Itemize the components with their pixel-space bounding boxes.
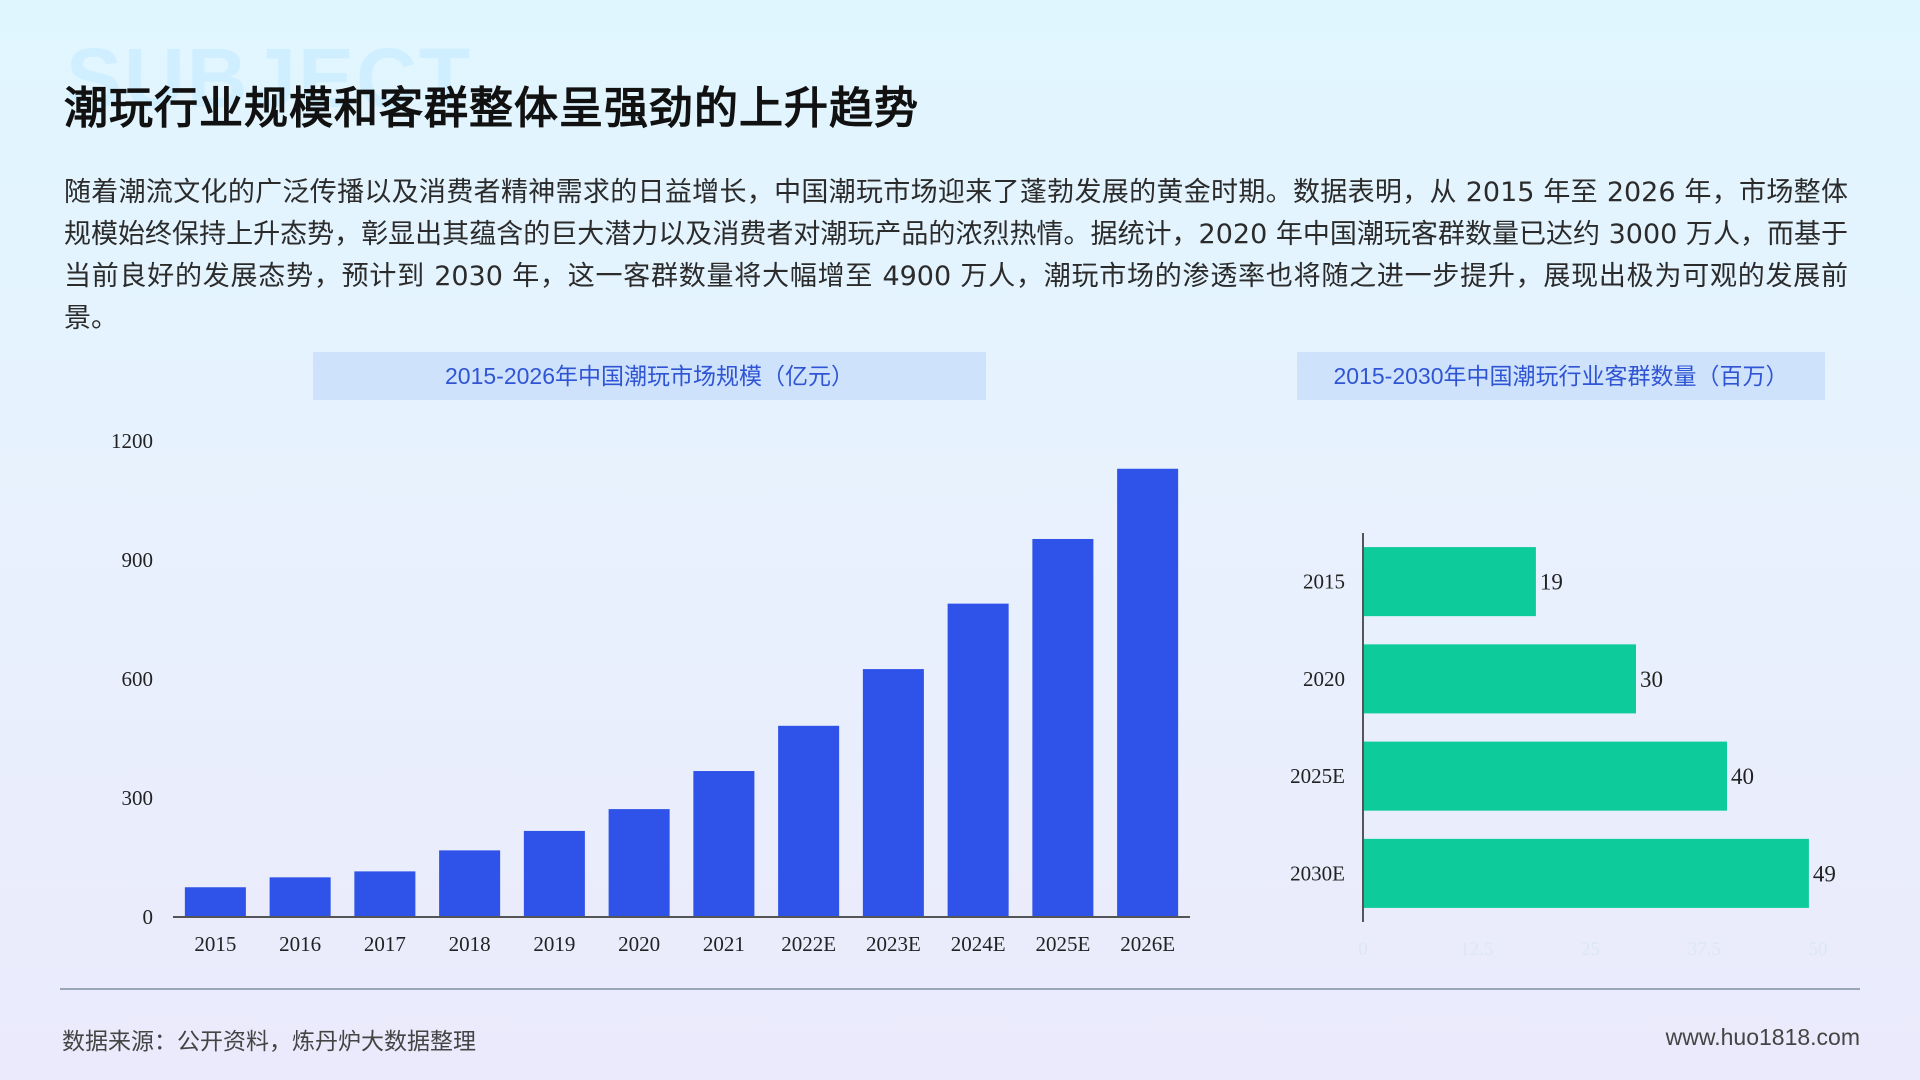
x-tick-label: 2020 [618,932,660,956]
website-link[interactable]: www.huo1818.com [1665,1024,1860,1050]
customer-count-chart-title: 2015-2030年中国潮玩行业客群数量（百万） [1297,352,1825,400]
y-tick-label: 2015 [1303,570,1345,594]
x-tick-label: 2021 [703,932,745,956]
y-tick-label: 2030E [1290,861,1345,885]
bar [354,871,416,917]
x-tick-label: 2018 [449,932,491,956]
bar [947,603,1009,917]
bar [1117,468,1179,917]
y-tick-label: 1200 [111,429,153,453]
x-tick-label: 2019 [533,932,575,956]
bar [1032,538,1094,917]
data-label: 19 [1540,570,1563,595]
page-title: 潮玩行业规模和客群整体呈强劲的上升趋势 [64,83,919,134]
x-tick-label: 2024E [951,932,1006,956]
y-tick-label: 300 [122,786,154,810]
bar [269,877,331,917]
y-tick-label: 600 [122,667,154,691]
data-label: 40 [1731,764,1754,789]
y-tick-label: 2020 [1303,667,1345,691]
x-tick-label: 2017 [364,932,406,956]
bar [439,850,501,917]
bar [523,830,585,917]
market-size-chart-title: 2015-2026年中国潮玩市场规模（亿元） [313,352,986,400]
bar [184,887,246,917]
bar [693,771,755,917]
x-tick-label: 50 [1809,939,1828,960]
x-tick-label: 0 [1358,939,1368,960]
x-tick-label: 12.5 [1460,939,1493,960]
bar [778,725,840,917]
bar [1363,547,1536,617]
bar [862,669,924,917]
bar [1363,741,1727,811]
data-label: 49 [1813,861,1836,886]
x-tick-label: 2026E [1120,932,1175,956]
watermark-text: SUBJECT [66,31,473,125]
bar [1363,838,1809,908]
bar [1363,644,1636,714]
x-tick-label: 2025E [1035,932,1090,956]
x-tick-label: 2015 [194,932,236,956]
x-tick-label: 2022E [781,932,836,956]
y-tick-label: 900 [122,548,154,572]
x-tick-label: 2016 [279,932,321,956]
footer-divider [60,988,1860,990]
x-tick-label: 2023E [866,932,921,956]
data-source-note: 数据来源：公开资料，炼丹炉大数据整理 [62,1029,476,1055]
intro-paragraph: 随着潮流文化的广泛传播以及消费者精神需求的日益增长，中国潮玩市场迎来了蓬勃发展的… [64,177,1848,334]
x-tick-label: 25 [1581,939,1600,960]
bar [608,809,670,917]
y-tick-label: 0 [143,905,154,929]
x-tick-label: 37.5 [1688,939,1721,960]
data-label: 30 [1640,667,1663,692]
y-tick-label: 2025E [1290,764,1345,788]
